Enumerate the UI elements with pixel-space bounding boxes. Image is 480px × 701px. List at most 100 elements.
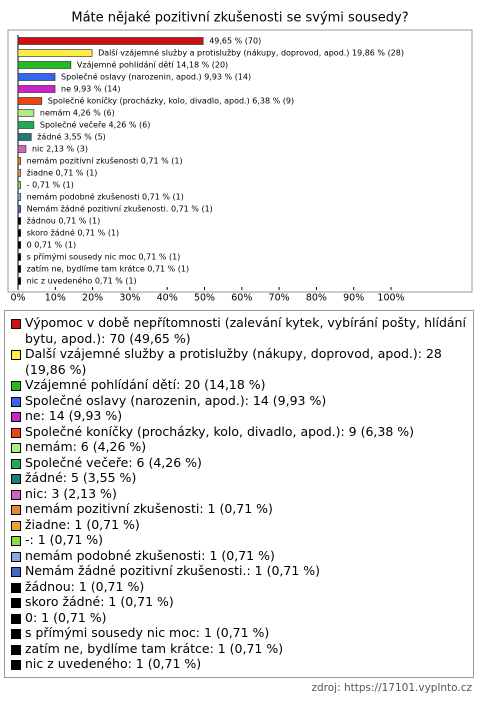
bar	[17, 121, 35, 129]
value-label: nic 2,13 % (3)	[32, 145, 88, 154]
bar	[17, 157, 21, 165]
bar	[17, 85, 56, 93]
bar	[17, 193, 21, 201]
legend-item: Vzájemné pohlídání dětí: 20 (14,18 %)	[11, 377, 467, 393]
bar	[17, 49, 93, 57]
legend-item: nic z uvedeného: 1 (0,71 %)	[11, 656, 467, 672]
legend-swatch	[11, 520, 21, 531]
legend-item: Společné oslavy (narozenin, apod.): 14 (…	[11, 393, 467, 409]
legend-item: Společné večeře: 6 (4,26 %)	[11, 455, 467, 471]
legend-swatch	[11, 567, 21, 577]
legend-label: zatím ne, bydlíme tam krátce: 1 (0,71 %)	[25, 640, 284, 656]
bar	[17, 217, 21, 225]
legend-swatch	[11, 598, 21, 608]
legend-label: žádnou: 1 (0,71 %)	[25, 578, 145, 594]
value-label: - 0,71 % (1)	[27, 181, 74, 190]
bar	[17, 109, 35, 117]
legend-swatch	[11, 412, 21, 422]
legend-swatch	[11, 396, 21, 407]
legend-item: nic: 3 (2,13 %)	[11, 486, 467, 502]
legend-swatch	[11, 536, 21, 546]
bar	[17, 145, 27, 153]
legend-label: Společné koníčky (procházky, kolo, divad…	[25, 423, 415, 439]
value-label: 0 0,71 % (1)	[27, 241, 76, 250]
bar	[17, 253, 21, 261]
chart: Máte nějaké pozitivní zkušenosti se svým…	[7, 11, 473, 304]
bar	[17, 169, 21, 177]
legend-label: Vzájemné pohlídání dětí: 20 (14,18 %)	[25, 377, 266, 392]
legend-item: nemám: 6 (4,26 %)	[11, 439, 467, 455]
x-tick-label: 10%	[45, 293, 66, 304]
legend-swatch	[11, 381, 21, 391]
legend-label: -: 1 (0,71 %)	[25, 532, 104, 547]
chart-title: Máte nějaké pozitivní zkušenosti se svým…	[71, 11, 408, 26]
legend-label: skoro žádné: 1 (0,71 %)	[25, 594, 174, 609]
legend-swatch	[11, 644, 21, 655]
bar	[17, 37, 204, 45]
legend-label: Společné večeře: 6 (4,26 %)	[25, 454, 202, 470]
bar	[17, 181, 21, 189]
legend-label: ne: 14 (9,93 %)	[25, 408, 123, 423]
legend-swatch	[11, 505, 21, 515]
legend-item: Nemám žádné pozitivní zkušenosti.: 1 (0,…	[11, 563, 467, 579]
chart-frame	[7, 29, 473, 293]
value-label: ne 9,93 % (14)	[61, 85, 120, 94]
value-label: nemám pozitivní zkušenosti 0,71 % (1)	[27, 156, 183, 166]
legend-label: 0: 1 (0,71 %)	[25, 609, 107, 625]
legend-item: Další vzájemné služby a protislužby (nák…	[11, 346, 467, 377]
legend-label: nic z uvedeného: 1 (0,71 %)	[25, 656, 202, 671]
legend-label: nic: 3 (2,13 %)	[25, 485, 117, 501]
value-label: žádné 3,55 % (5)	[37, 132, 106, 142]
legend-swatch	[11, 551, 21, 562]
legend-swatch	[11, 474, 21, 484]
x-tick-label: 40%	[157, 293, 178, 304]
legend-item: s přímými sousedy nic moc: 1 (0,71 %)	[11, 625, 467, 641]
legend-swatch	[11, 613, 21, 624]
legend-item: nemám podobné zkušenosti: 1 (0,71 %)	[11, 548, 467, 564]
bar	[17, 229, 21, 237]
legend-item: zatím ne, bydlíme tam krátce: 1 (0,71 %)	[11, 641, 467, 657]
value-label: zatím ne, bydlíme tam krátce 0,71 % (1)	[27, 265, 190, 274]
bar	[17, 73, 56, 81]
legend-label: Výpomoc v době nepřítomnosti (zalevání k…	[25, 315, 466, 346]
legend-swatch	[11, 489, 21, 500]
legend-swatch	[11, 582, 21, 593]
legend-label: Společné oslavy (narozenin, apod.): 14 (…	[25, 392, 327, 408]
x-tick-label: 80%	[306, 293, 327, 304]
legend-item: nemám pozitivní zkušenosti: 1 (0,71 %)	[11, 501, 467, 517]
legend-item: žádnou: 1 (0,71 %)	[11, 579, 467, 595]
bar	[17, 61, 72, 69]
legend-item: žiadne: 1 (0,71 %)	[11, 517, 467, 533]
value-label: nic z uvedeného 0,71 % (1)	[27, 276, 137, 286]
x-tick-label: 50%	[194, 293, 215, 304]
value-label: Společné oslavy (narozenin, apod.) 9,93 …	[61, 72, 251, 82]
value-label: Společné koníčky (procházky, kolo, divad…	[48, 96, 294, 106]
bar	[17, 133, 32, 141]
value-label: Nemám žádné pozitivní zkušenosti. 0,71 %…	[27, 204, 213, 214]
bar	[17, 97, 43, 105]
source: zdroj: https://17101.vyplnto.cz	[311, 682, 473, 694]
x-tick-label: 0%	[10, 293, 25, 304]
legend-item: žádné: 5 (3,55 %)	[11, 470, 467, 486]
legend-label: nemám: 6 (4,26 %)	[25, 439, 147, 454]
x-tick-label: 70%	[269, 293, 290, 304]
legend-item: Společné koníčky (procházky, kolo, divad…	[11, 424, 467, 440]
value-label: skoro žádné 0,71 % (1)	[27, 228, 120, 238]
legend-swatch	[11, 660, 21, 670]
legend-item: skoro žádné: 1 (0,71 %)	[11, 594, 467, 610]
legend-label: nemám pozitivní zkušenosti: 1 (0,71 %)	[25, 501, 273, 516]
legend-label: Další vzájemné služby a protislužby (nák…	[25, 346, 442, 377]
x-tick-label: 90%	[343, 293, 364, 304]
legend: Výpomoc v době nepřítomnosti (zalevání k…	[4, 310, 474, 678]
legend-swatch	[11, 443, 21, 453]
value-label: žiadne 0,71 % (1)	[27, 169, 98, 178]
legend-item: 0: 1 (0,71 %)	[11, 610, 467, 626]
legend-swatch	[11, 427, 21, 438]
value-label: 49,65 % (70)	[209, 37, 261, 46]
value-label: Další vzájemné služby a protislužby (nák…	[98, 48, 404, 58]
legend-label: žádné: 5 (3,55 %)	[25, 470, 137, 485]
legend-label: žiadne: 1 (0,71 %)	[25, 516, 140, 532]
x-tick-label: 100%	[377, 293, 404, 304]
x-tick-label: 30%	[119, 293, 140, 304]
